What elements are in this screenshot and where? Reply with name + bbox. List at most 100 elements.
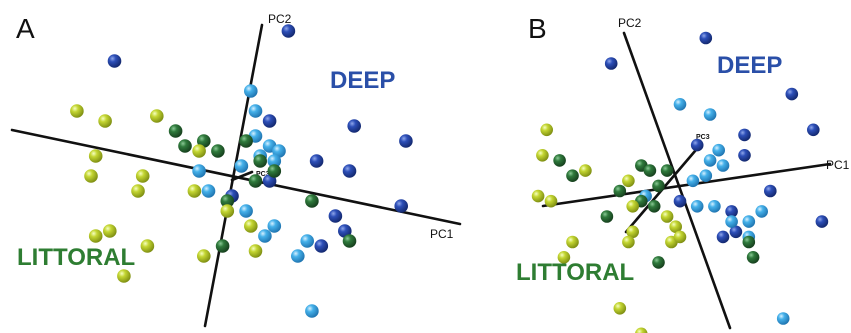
panel-b-point-dark-blue (690, 138, 704, 152)
panel-b-point-yellow-green (673, 230, 687, 244)
panel-b-letter: B (528, 13, 547, 44)
panel-b-point-yellow-green (660, 210, 674, 223)
panel-a-point-light-blue (291, 249, 305, 263)
panel-a-point-light-blue (267, 219, 282, 233)
panel-a-point-light-blue (248, 104, 263, 118)
panel-b-point-dark-green (647, 200, 661, 213)
panel-b-point-dark-green (643, 164, 657, 177)
panel-b-point-yellow-green (622, 174, 635, 188)
panel-b-point-dark-green (652, 256, 665, 269)
panel-b-point-light-blue (690, 200, 704, 213)
panel-a-point-light-blue (258, 229, 272, 243)
panel-b-point-light-blue (703, 108, 717, 121)
panel-a-point-dark-green (239, 134, 253, 148)
panel-a-point-dark-blue (342, 164, 357, 178)
panel-b-pc3-label: PC3 (696, 134, 710, 141)
panel-a-pc3-axis (230, 170, 254, 182)
panel-b-point-dark-blue (604, 57, 618, 70)
panel-b-point-light-blue (699, 169, 713, 182)
panel-a-point-dark-green (215, 239, 230, 253)
panel-a-littoral-label: LITTORAL (17, 244, 135, 271)
panel-a-point-dark-green (253, 154, 267, 168)
panel-b-point-yellow-green (544, 194, 558, 208)
panel-a-point-light-blue (201, 184, 216, 198)
panel-a-point-yellow-green (88, 229, 103, 243)
panel-b-point-light-blue (755, 205, 768, 218)
panel-b-point-yellow-green (613, 302, 627, 315)
panel-a-point-yellow-green (88, 149, 103, 163)
panel-b-point-dark-green (652, 179, 665, 193)
panel-b-pc2-label: PC2 (618, 16, 642, 30)
panel-a-point-light-blue (267, 154, 282, 168)
panel-a-points (70, 24, 413, 318)
panel-a-point-dark-blue (309, 154, 324, 168)
panel-b-point-yellow-green (579, 164, 592, 177)
panel-b-point-dark-blue (738, 128, 751, 142)
panel-b-point-dark-green (746, 250, 760, 264)
panel-b-point-light-blue (742, 215, 756, 228)
panel-b-point-dark-blue (807, 123, 820, 137)
panel-a-point-yellow-green (150, 109, 164, 123)
panel-b-point-yellow-green (669, 220, 682, 233)
panel-a: A PC1 PC2 PC3 DEEP LITTORAL (10, 12, 462, 328)
panel-b-point-dark-blue (764, 184, 777, 198)
panel-b-point-light-blue (725, 215, 738, 228)
panel-b-point-dark-blue (716, 230, 730, 244)
panel-a-pc2-axis (203, 23, 264, 328)
panel-b-littoral-label: LITTORAL (516, 259, 634, 286)
panel-a-point-yellow-green (103, 224, 117, 238)
panel-a-point-yellow-green (248, 244, 263, 258)
panel-a-point-yellow-green (84, 169, 98, 183)
panel-b-point-yellow-green (622, 235, 635, 249)
panel-a-point-light-blue (244, 84, 258, 98)
panel-a-point-dark-blue (347, 119, 362, 133)
panel-b-point-dark-green (613, 184, 627, 198)
panel-b-point-dark-blue (725, 205, 738, 218)
panel-b-point-yellow-green (536, 149, 549, 162)
panel-b-point-yellow-green (626, 225, 639, 239)
panel-b-point-dark-blue (785, 87, 799, 101)
panel-a-point-dark-blue (394, 199, 409, 213)
panel-a-point-light-blue (234, 159, 249, 173)
panel-a-point-yellow-green (197, 249, 211, 263)
panel-a-point-yellow-green (131, 184, 145, 198)
panel-a-point-yellow-green (244, 219, 258, 233)
panel-b-points (531, 31, 829, 333)
panel-b-point-dark-blue (738, 149, 751, 162)
panel-b-point-dark-green (660, 164, 674, 177)
panel-b-point-dark-blue (673, 194, 687, 208)
panel-a-point-dark-green (220, 194, 235, 208)
panel-a-point-dark-green (178, 139, 192, 153)
panel-a-pc1-label: PC1 (430, 227, 454, 241)
panel-a-point-dark-green (211, 144, 225, 158)
panel-a-point-yellow-green (135, 169, 150, 183)
panel-b-pc2-axis (622, 31, 732, 330)
panel-b: B PC1 PC2 PC3 DEEP LITTORAL (516, 13, 850, 333)
panel-a-point-yellow-green (220, 204, 235, 218)
panel-a-point-yellow-green (117, 269, 131, 283)
panel-b-point-yellow-green (626, 200, 639, 213)
panel-a-point-dark-green (342, 234, 357, 248)
panel-b-point-light-blue (708, 200, 721, 213)
panel-b-point-yellow-green (557, 250, 571, 264)
panel-a-point-dark-blue (107, 54, 122, 68)
panel-b-point-dark-green (742, 235, 756, 249)
panel-b-point-light-blue (716, 159, 730, 172)
panel-b-point-dark-blue (699, 31, 713, 45)
panel-a-point-dark-green (168, 124, 183, 138)
panel-a-point-light-blue (192, 164, 206, 178)
panel-a-point-yellow-green (187, 184, 202, 198)
panel-b-point-yellow-green (566, 235, 579, 249)
panel-b-point-yellow-green (531, 189, 545, 203)
panel-a-point-light-blue (239, 204, 253, 218)
panel-b-pc1-axis (541, 162, 832, 208)
panel-b-deep-label: DEEP (717, 52, 782, 79)
panel-b-point-dark-green (553, 154, 566, 167)
panel-b-pc1-label: PC1 (826, 158, 850, 172)
panel-a-point-dark-green (305, 194, 319, 208)
panel-a-point-yellow-green (70, 104, 84, 118)
panel-b-point-light-blue (776, 312, 790, 325)
panel-a-point-yellow-green (98, 114, 112, 128)
panel-b-point-dark-green (566, 169, 579, 182)
